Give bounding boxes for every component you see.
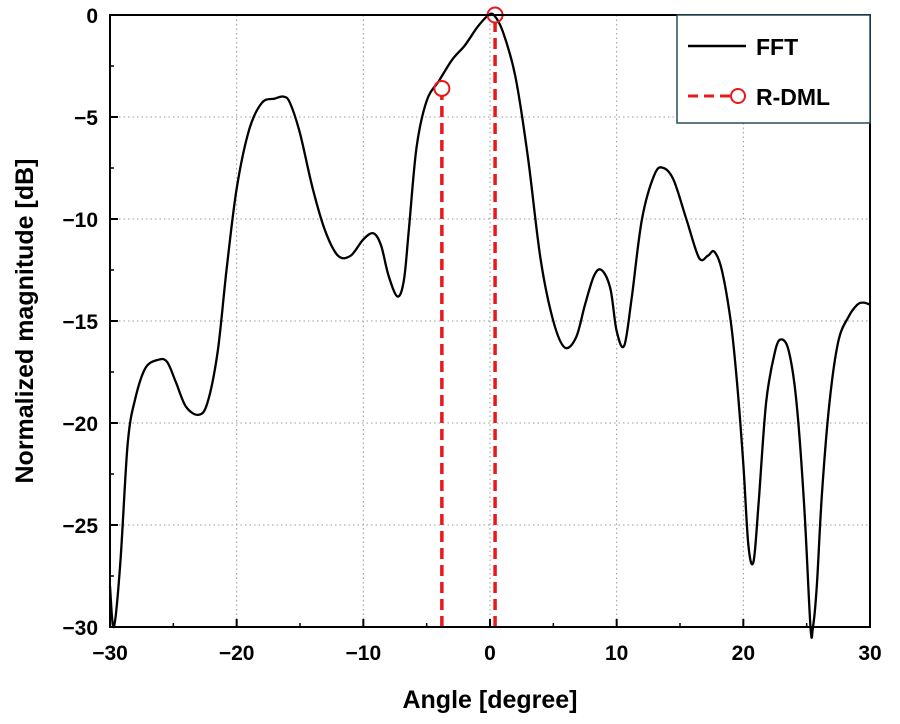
tick-labels: −30 −20 −10 0 10 20 30 0 −5 −10 −15 −20 −25 −30 <box>62 5 881 665</box>
legend-rdml-marker <box>730 88 746 104</box>
series-r-dml <box>440 23 497 627</box>
y-tick-label: −25 <box>62 515 98 538</box>
y-tick-label: −30 <box>62 617 98 640</box>
y-tick-label: −15 <box>62 311 98 334</box>
fft-line <box>108 12 871 639</box>
legend-rdml-label: R-DML <box>756 84 830 110</box>
x-tick-label: 10 <box>605 642 628 665</box>
y-axis-title: Normalized magnitude [dB] <box>11 158 39 483</box>
x-tick-label: −20 <box>219 642 255 665</box>
axis-ticks <box>109 14 871 628</box>
x-tick-label: −10 <box>346 642 382 665</box>
legend: FFT R-DML <box>676 14 871 124</box>
y-tick-label: −10 <box>62 209 98 232</box>
x-tick-label: −30 <box>92 642 128 665</box>
legend-fft-label: FFT <box>756 34 798 60</box>
y-tick-label: −20 <box>62 413 98 436</box>
legend-box <box>676 14 871 124</box>
y-tick-label: −5 <box>74 107 98 130</box>
r-dml-marker <box>433 79 451 97</box>
y-tick-label: 0 <box>86 5 98 28</box>
x-tick-label: 0 <box>484 642 496 665</box>
x-axis-title: Angle [degree] <box>402 686 577 714</box>
x-tick-label: 30 <box>858 642 881 665</box>
x-tick-label: 20 <box>732 642 755 665</box>
grid <box>110 15 870 627</box>
